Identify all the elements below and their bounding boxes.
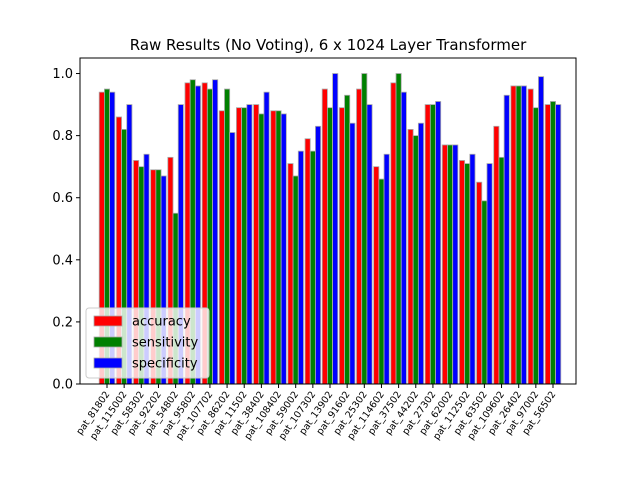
bar-accuracy-pat_44202	[407, 129, 414, 385]
bar-specificity-pat_97002	[538, 76, 545, 385]
bar-specificity-pat_13902	[332, 73, 339, 385]
bar-accuracy-pat_13902	[321, 88, 328, 385]
bar-specificity-pat_91602	[349, 122, 356, 385]
bar-specificity-pat_27302	[435, 101, 442, 385]
bar-sensitivity-pat_112502	[464, 163, 471, 385]
legend-swatch-specificity	[93, 357, 123, 369]
legend-label-sensitivity: sensitivity	[132, 336, 199, 351]
y-tick-label: 0.6	[52, 191, 73, 206]
chart-title: Raw Results (No Voting), 6 x 1024 Layer …	[130, 36, 527, 54]
bar-accuracy-pat_86202	[218, 110, 225, 385]
bar-sensitivity-pat_114602	[378, 178, 385, 385]
bar-specificity-pat_86202	[229, 132, 236, 385]
bar-specificity-pat_25302	[366, 104, 373, 385]
bar-sensitivity-pat_38402	[258, 113, 265, 385]
y-axis: 0.0 0.2 0.4 0.6 0.8 1.0	[52, 67, 80, 393]
bar-specificity-pat_109602	[503, 94, 510, 385]
legend-label-specificity: specificity	[132, 357, 198, 372]
bar-accuracy-pat_112502	[459, 160, 466, 385]
bar-accuracy-pat_97002	[527, 88, 534, 385]
bar-accuracy-pat_59002	[287, 163, 294, 385]
bar-specificity-pat_114602	[383, 153, 390, 385]
bar-accuracy-pat_63502	[476, 181, 483, 385]
bar-sensitivity-pat_27302	[429, 104, 436, 385]
bar-specificity-pat_62002	[452, 144, 459, 385]
legend: accuracy sensitivity specificity	[85, 307, 210, 379]
legend-swatch-accuracy	[93, 315, 123, 327]
bar-sensitivity-pat_59002	[292, 175, 299, 385]
y-tick-label: 0.8	[52, 129, 73, 144]
bar-sensitivity-pat_86202	[224, 88, 231, 385]
bar-accuracy-pat_62002	[441, 144, 448, 385]
bar-specificity-pat_56502	[555, 104, 562, 385]
y-tick-label: 0.4	[52, 253, 73, 268]
bar-sensitivity-pat_11502	[241, 107, 248, 385]
bar-accuracy-pat_27302	[424, 104, 431, 385]
bar-accuracy-pat_107302	[304, 138, 311, 385]
bar-sensitivity-pat_63502	[481, 200, 488, 385]
plot-frame	[79, 57, 577, 385]
bar-sensitivity-pat_44202	[412, 135, 419, 385]
bar-accuracy-pat_108402	[270, 110, 277, 385]
bar-specificity-pat_37502	[400, 91, 407, 385]
bar-specificity-pat_59002	[297, 150, 304, 385]
bars-layer	[98, 73, 562, 385]
bar-sensitivity-pat_26402	[515, 85, 522, 385]
bar-specificity-pat_107302	[315, 125, 322, 385]
bar-accuracy-pat_91602	[338, 107, 345, 385]
bar-specificity-pat_63502	[486, 163, 493, 385]
bar-accuracy-pat_38402	[253, 104, 260, 385]
bar-sensitivity-pat_62002	[447, 144, 454, 385]
bar-specificity-pat_107702	[212, 79, 219, 385]
bar-sensitivity-pat_56502	[550, 101, 557, 385]
bar-specificity-pat_112502	[469, 153, 476, 385]
legend-swatch-sensitivity	[93, 336, 123, 348]
y-tick-label: 0.2	[52, 315, 73, 330]
bar-sensitivity-pat_109602	[498, 156, 505, 385]
bar-accuracy-pat_56502	[544, 104, 551, 385]
bar-accuracy-pat_25302	[356, 88, 363, 385]
legend-label-accuracy: accuracy	[132, 315, 191, 330]
bar-specificity-pat_11502	[246, 104, 253, 385]
bar-sensitivity-pat_91602	[344, 94, 351, 385]
bar-specificity-pat_26402	[520, 85, 527, 385]
bar-specificity-pat_108402	[280, 113, 287, 385]
bar-specificity-pat_38402	[263, 91, 270, 385]
bar-sensitivity-pat_108402	[275, 110, 282, 385]
bar-accuracy-pat_109602	[493, 125, 500, 385]
bar-sensitivity-pat_97002	[532, 107, 539, 385]
bar-accuracy-pat_11502	[236, 107, 243, 385]
bar-accuracy-pat_26402	[510, 85, 517, 385]
x-axis: pat_81802pat_115002pat_58302pat_92202pat…	[74, 384, 558, 442]
bar-sensitivity-pat_37502	[395, 73, 402, 385]
bar-accuracy-pat_114602	[373, 166, 380, 385]
bar-sensitivity-pat_25302	[361, 73, 368, 385]
bar-specificity-pat_44202	[417, 122, 424, 385]
y-tick-label: 0.0	[52, 378, 73, 393]
bar-sensitivity-pat_107302	[309, 150, 316, 385]
bar-sensitivity-pat_13902	[326, 107, 333, 385]
y-tick-label: 1.0	[52, 67, 73, 82]
bar-accuracy-pat_37502	[390, 82, 397, 385]
